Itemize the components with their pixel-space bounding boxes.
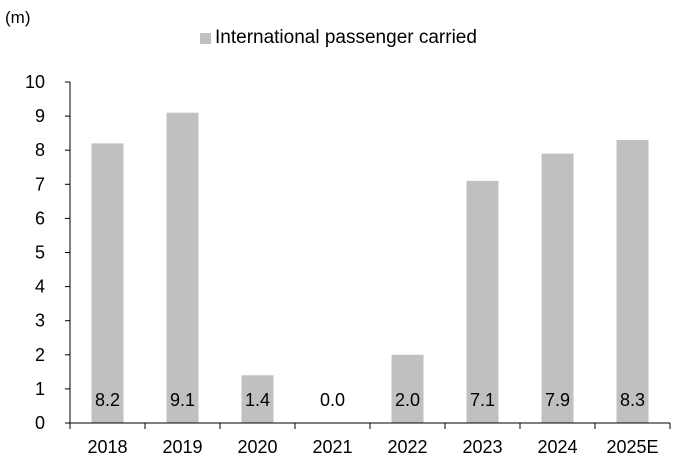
- x-tick-label: 2022: [387, 437, 427, 457]
- x-tick-label: 2024: [537, 437, 577, 457]
- y-tick-label: 10: [25, 72, 45, 92]
- data-label: 9.1: [170, 390, 195, 410]
- bar-2025E: [616, 139, 649, 423]
- y-tick-label: 6: [35, 208, 45, 228]
- legend-swatch: [200, 32, 211, 44]
- y-tick-label: 4: [35, 277, 45, 297]
- x-tick-label: 2021: [312, 437, 352, 457]
- data-label: 2.0: [395, 390, 420, 410]
- data-label: 0.0: [320, 390, 345, 410]
- x-tick-label: 2025E: [606, 437, 658, 457]
- y-tick-label: 3: [35, 311, 45, 331]
- legend-label: International passenger carried: [215, 27, 477, 48]
- x-tick-label: 2019: [162, 437, 202, 457]
- bar-2020: [241, 375, 274, 423]
- data-label: 1.4: [245, 390, 270, 410]
- x-tick-label: 2018: [87, 437, 127, 457]
- y-tick-label: 5: [35, 243, 45, 263]
- bar-2022: [391, 354, 424, 423]
- chart-legend: International passenger carried: [200, 27, 477, 49]
- y-tick-label: 8: [35, 140, 45, 160]
- data-label: 8.2: [95, 390, 120, 410]
- x-tick-label: 2023: [462, 437, 502, 457]
- bar-2018: [91, 143, 124, 423]
- bar-2024: [541, 153, 574, 424]
- y-tick-label: 9: [35, 106, 45, 126]
- data-label: 8.3: [620, 390, 645, 410]
- data-label: 7.9: [545, 390, 570, 410]
- x-tick-label: 2020: [237, 437, 277, 457]
- y-tick-label: 1: [35, 379, 45, 399]
- y-tick-label: 0: [35, 413, 45, 433]
- bar-2019: [166, 112, 199, 423]
- y-tick-label: 2: [35, 345, 45, 365]
- y-tick-label: 7: [35, 174, 45, 194]
- bar-2023: [466, 180, 499, 423]
- data-label: 7.1: [470, 390, 495, 410]
- y-axis-unit-label: (m): [5, 8, 31, 27]
